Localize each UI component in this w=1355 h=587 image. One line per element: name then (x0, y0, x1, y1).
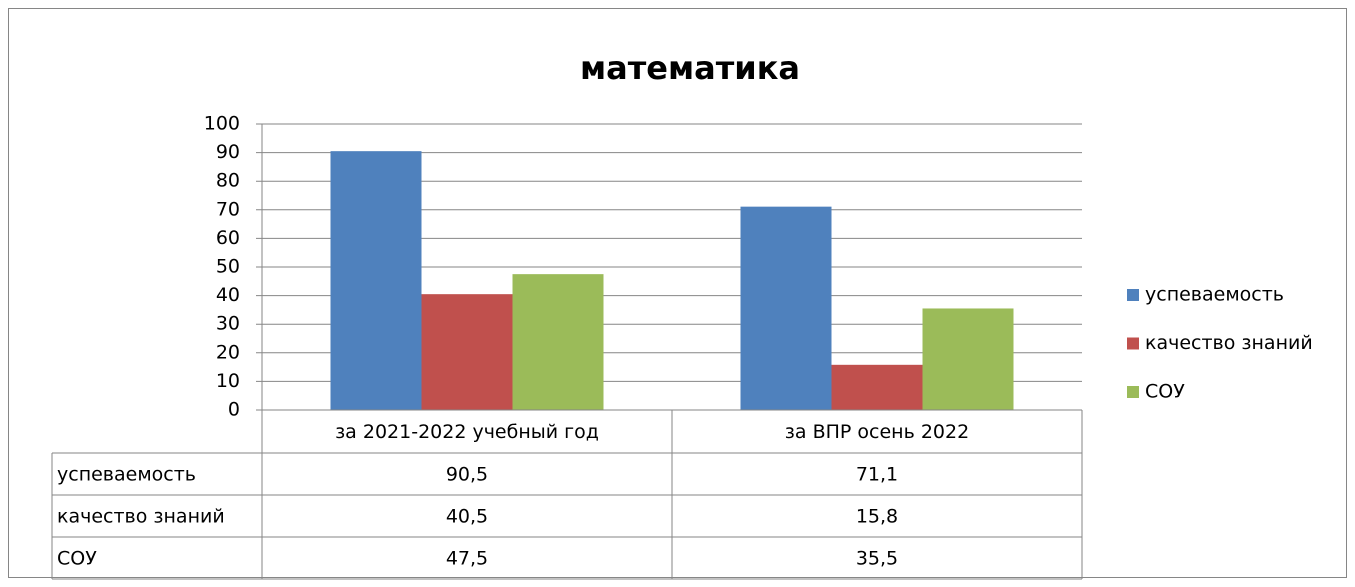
y-tick-label: 30 (216, 313, 240, 335)
table-row-label: успеваемость (57, 464, 196, 486)
y-tick-label: 70 (216, 198, 240, 220)
legend-swatch (1127, 289, 1139, 301)
chart-frame (8, 8, 1347, 578)
bar (922, 308, 1014, 410)
table-value: 35,5 (856, 548, 898, 570)
legend-swatch (1127, 386, 1139, 398)
x-tick-label: за 2021-2022 учебный год (335, 421, 599, 443)
chart-title: математика (580, 49, 800, 87)
y-tick-label: 10 (216, 370, 240, 392)
table-value: 90,5 (446, 464, 488, 486)
legend-label: качество знаний (1145, 332, 1313, 354)
y-tick-label: 60 (216, 227, 240, 249)
y-tick-label: 40 (216, 284, 240, 306)
y-tick-label: 80 (216, 170, 240, 192)
y-tick-label: 100 (204, 113, 240, 135)
legend-swatch (1127, 337, 1139, 350)
bar (831, 364, 923, 410)
y-tick-label: 20 (216, 341, 240, 363)
y-tick-label: 50 (216, 256, 240, 278)
legend-label: СОУ (1145, 381, 1185, 403)
x-tick-label: за ВПР осень 2022 (785, 421, 969, 443)
table-row-label: качество знаний (57, 506, 225, 528)
bar (740, 206, 832, 410)
table-value: 71,1 (856, 464, 898, 486)
table-value: 15,8 (856, 506, 898, 528)
bar (330, 151, 422, 411)
table-row-label: СОУ (57, 548, 97, 570)
table-value: 40,5 (446, 506, 488, 528)
y-tick-label: 0 (228, 399, 240, 421)
table-value: 47,5 (446, 548, 488, 570)
bar (421, 294, 513, 410)
legend-label: успеваемость (1145, 284, 1284, 306)
bar (512, 274, 604, 410)
y-tick-label: 90 (216, 141, 240, 163)
